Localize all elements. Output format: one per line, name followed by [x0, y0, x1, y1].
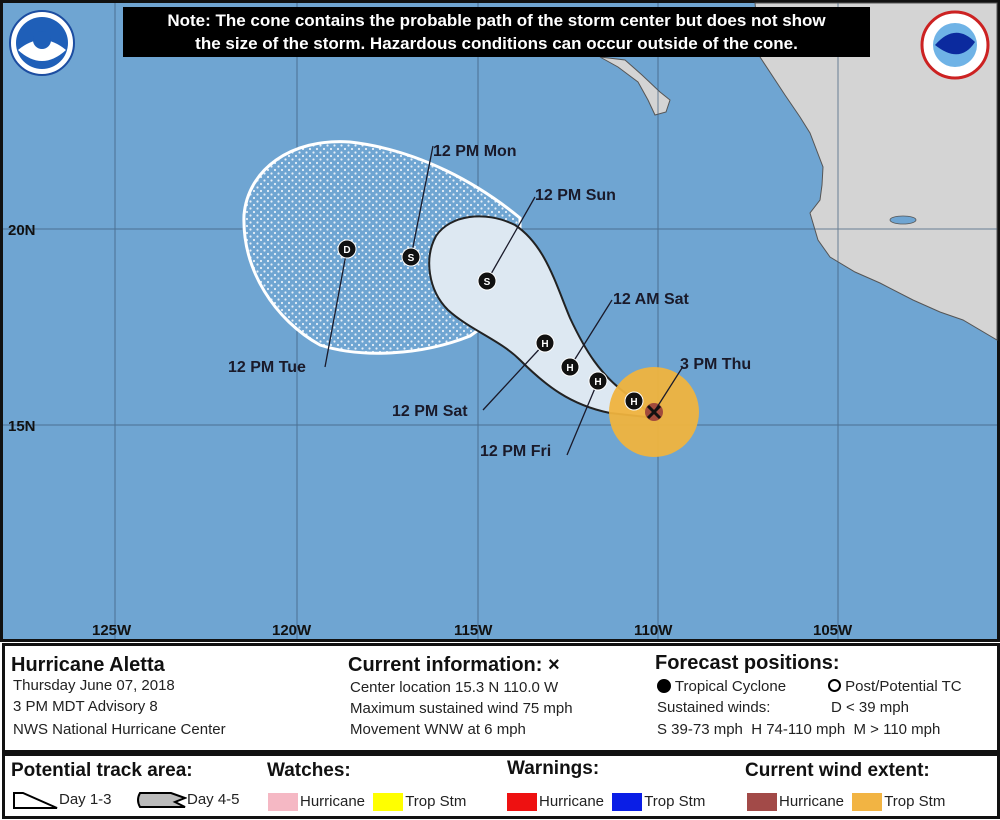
- baja-california-land: [599, 56, 671, 116]
- watch-hurricane-label: Hurricane: [300, 793, 366, 810]
- warnings-title: Warnings:: [507, 758, 600, 779]
- warn-hurricane-swatch: [507, 793, 537, 812]
- track-area-title: Potential track area:: [11, 760, 193, 781]
- sustained-winds-label: Sustained winds:: [657, 699, 771, 716]
- lon-label-115w: 115W: [454, 622, 493, 639]
- forecast-point-1-marker: [588, 371, 608, 391]
- d-range: D < 39 mph: [831, 699, 909, 716]
- wind-hurricane-label: Hurricane: [779, 793, 845, 810]
- open-circle-icon: [828, 679, 841, 692]
- forecast-point-6-marker: [337, 239, 357, 259]
- lat-label-20n: 20N: [8, 222, 36, 239]
- forecast-point-3-marker: [535, 333, 555, 353]
- day-1-3-label: Day 1-3: [59, 790, 112, 808]
- current-position-x-icon: [646, 404, 662, 420]
- cone-day-1-3: [428, 215, 659, 420]
- lake: [889, 215, 917, 225]
- center-location: Center location 15.3 N 110.0 W: [350, 679, 559, 696]
- warn-trop-stm-label: Trop Stm: [644, 793, 706, 810]
- wind-trop-stm-label: Trop Stm: [884, 793, 946, 810]
- watch-trop-stm-label: Trop Stm: [405, 793, 467, 810]
- filled-circle-icon: [657, 679, 671, 693]
- advisory-date: Thursday June 07, 2018: [13, 677, 175, 694]
- forecast-point-3-symbol: H: [541, 339, 548, 350]
- wind-hurricane-swatch: [747, 793, 777, 812]
- forecast-point-4-marker: [477, 271, 497, 291]
- tropical-cyclone-label: Tropical Cyclone: [674, 678, 787, 695]
- current-info-title: Current information: ×: [348, 654, 560, 676]
- storm-map: H H H S S D H 3 PM Thu 12 PM Fri 12 AM Sat 12 …: [0, 0, 1000, 642]
- day-1-3-cone-icon: [13, 792, 58, 809]
- label-12pm-mon: 12 PM Mon: [433, 143, 517, 160]
- lon-label-120w: 120W: [272, 622, 312, 639]
- max-wind: Maximum sustained wind 75 mph: [350, 700, 573, 717]
- disclaimer-line-2: the size of the storm. Hazardous conditi…: [195, 34, 798, 53]
- label-12pm-sun: 12 PM Sun: [535, 187, 616, 204]
- issuing-agency: NWS National Hurricane Center: [13, 721, 226, 738]
- label-12pm-sat: 12 PM Sat: [392, 403, 468, 420]
- forecast-point-5-marker: [401, 247, 421, 267]
- post-potential-label: Post/Potential TC: [845, 678, 962, 695]
- label-12pm-fri: 12 PM Fri: [480, 443, 551, 460]
- forecast-point-5-symbol: S: [408, 253, 415, 264]
- forecast-point-2-symbol: H: [566, 363, 573, 374]
- shm-ranges: S 39-73 mph H 74-110 mph M > 110 mph: [657, 721, 941, 738]
- warn-trop-stm-swatch: [612, 793, 643, 812]
- watches-title: Watches:: [267, 760, 351, 781]
- mexico-land: [754, 2, 998, 341]
- forecast-point-6-symbol: D: [343, 245, 350, 256]
- info-panel: Hurricane Aletta Thursday June 07, 2018 …: [2, 643, 1000, 753]
- wind-trop-stm-swatch: [852, 793, 883, 812]
- leader-lines: [324, 145, 683, 456]
- nws-logo: [920, 10, 990, 80]
- movement: Movement WNW at 6 mph: [350, 721, 526, 738]
- day-4-5-cone-icon: [137, 792, 188, 808]
- watch-hurricane-swatch: [268, 793, 298, 812]
- legend-panel: Potential track area: Day 1-3 Day 4-5 Wa…: [2, 753, 1000, 819]
- day-4-5-label: Day 4-5: [187, 790, 240, 808]
- lon-label-105w: 105W: [813, 622, 853, 639]
- lon-label-110w: 110W: [634, 622, 673, 639]
- noaa-logo: [9, 10, 75, 76]
- storm-name: Hurricane Aletta: [11, 654, 165, 676]
- warn-hurricane-label: Hurricane: [539, 793, 605, 810]
- label-12am-sat: 12 AM Sat: [613, 291, 690, 308]
- cone-disclaimer: Note: The cone contains the probable pat…: [123, 7, 870, 57]
- forecast-point-2-marker: [560, 357, 580, 377]
- forecast-point-1-symbol: H: [594, 377, 601, 388]
- forecast-point-intermediate-symbol: H: [630, 397, 637, 408]
- wind-extent-title: Current wind extent:: [745, 760, 930, 781]
- lon-label-125w: 125W: [92, 622, 132, 639]
- label-3pm-thu: 3 PM Thu: [680, 356, 751, 373]
- forecast-point-intermediate-marker: [624, 391, 644, 411]
- forecast-point-4-symbol: S: [484, 277, 491, 288]
- watch-trop-stm-swatch: [373, 793, 404, 812]
- advisory-number: 3 PM MDT Advisory 8: [13, 698, 158, 715]
- disclaimer-line-1: Note: The cone contains the probable pat…: [167, 11, 826, 30]
- label-12pm-tue: 12 PM Tue: [228, 359, 306, 376]
- lat-label-15n: 15N: [8, 418, 36, 435]
- forecast-positions-title: Forecast positions:: [655, 652, 840, 674]
